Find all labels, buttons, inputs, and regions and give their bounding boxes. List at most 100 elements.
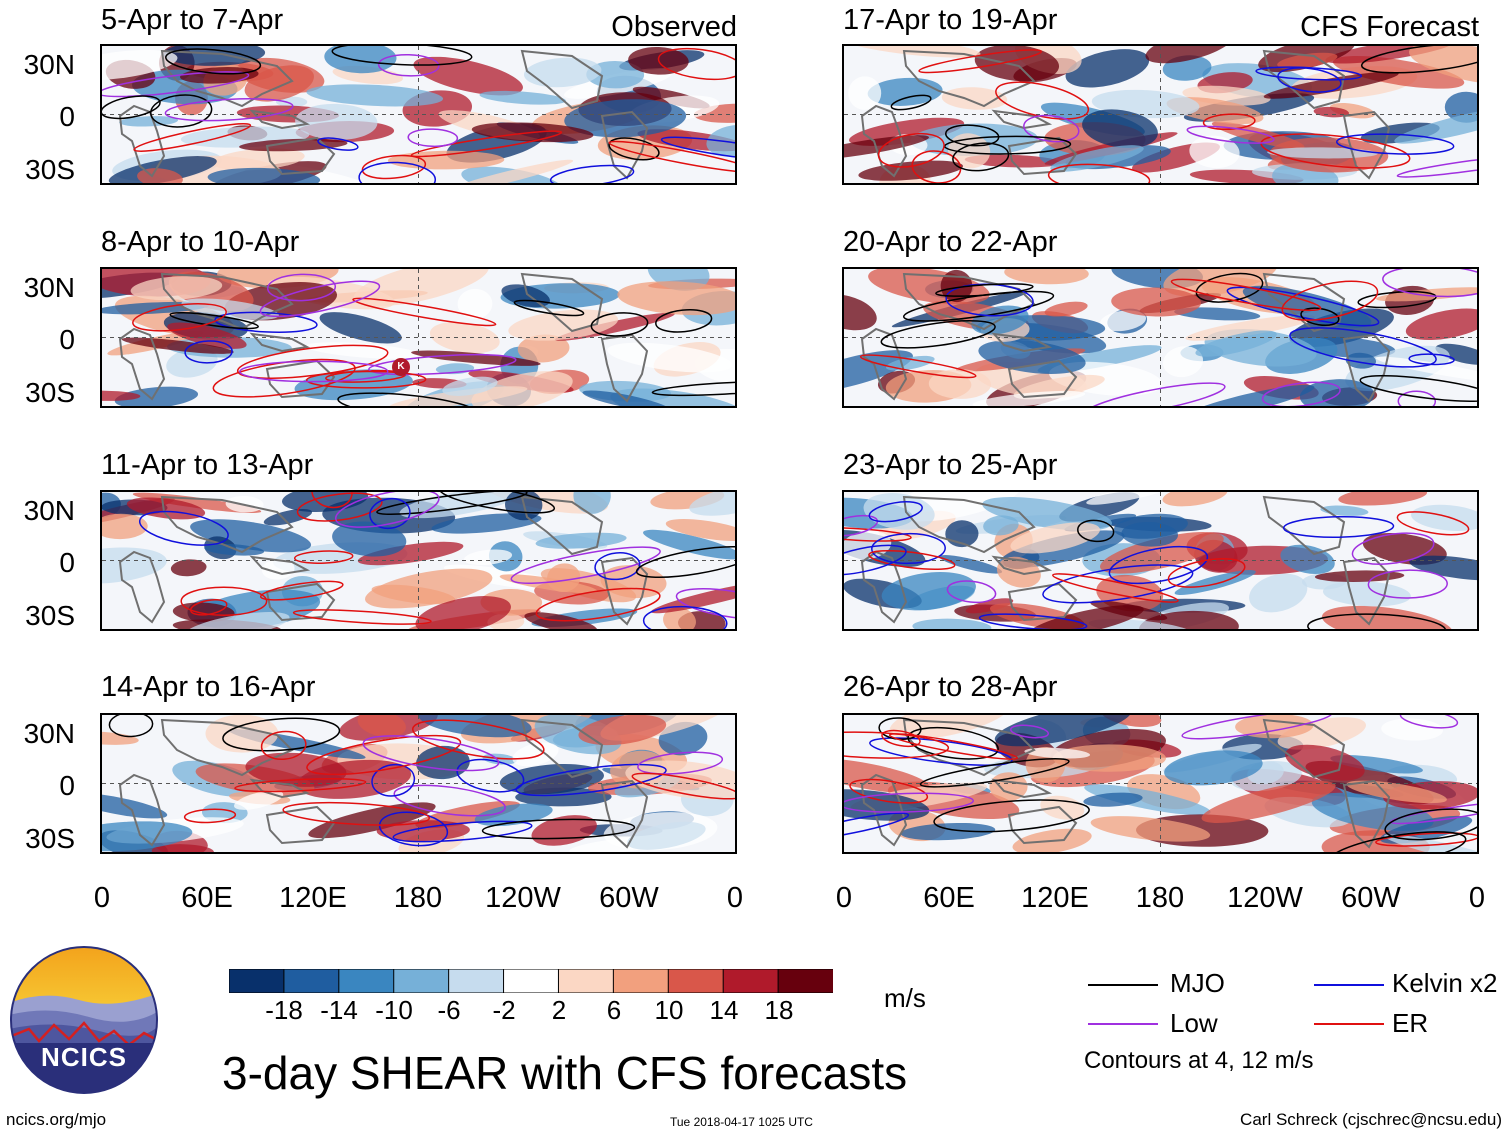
shear-anomaly-shading (1065, 49, 1150, 88)
shear-anomaly-shading (114, 386, 199, 406)
shear-anomaly-shading (102, 547, 167, 584)
lon-label: 180 (393, 882, 443, 914)
kelvin-contour (868, 501, 923, 523)
shear-anomaly-shading (399, 492, 521, 519)
lon-label: 0 (835, 882, 853, 914)
kelvin-contour (1108, 545, 1209, 585)
colorbar-swatch (777, 969, 833, 993)
er-contour (1396, 511, 1470, 536)
er-contour (410, 130, 563, 158)
coastline (249, 555, 311, 576)
shear-anomaly-shading (457, 288, 493, 319)
panel-title-8: 26-Apr to 28-Apr (843, 671, 1058, 703)
footer-url[interactable]: ncics.org/mjo (6, 1110, 107, 1129)
shear-anomaly-shading (130, 276, 223, 301)
shear-anomaly-shading (603, 812, 718, 851)
shear-map-5 (102, 492, 735, 629)
kelvin-contour (184, 340, 233, 364)
shear-anomaly-shading (479, 90, 566, 105)
low-contour (259, 280, 381, 318)
coastline (902, 49, 1036, 108)
er-contour (881, 729, 921, 748)
colorbar-swatch (338, 969, 395, 993)
coastline (1342, 556, 1391, 626)
mjo-contour (102, 95, 161, 120)
low-contour (1396, 153, 1477, 178)
colorbar-swatch (667, 969, 725, 993)
coastline (520, 495, 604, 556)
shear-anomaly-shading (885, 355, 935, 371)
mjo-contour (935, 283, 1034, 297)
low-contour (1009, 724, 1050, 739)
shear-anomaly-shading (1375, 356, 1477, 383)
mjo-contour (1359, 375, 1477, 402)
lat-label: 30S (25, 377, 75, 408)
kelvin-contour (1226, 286, 1380, 327)
mjo-contour (337, 392, 478, 406)
mjo-contour (933, 799, 1090, 833)
kelvin-contour (844, 544, 907, 576)
coastline (249, 109, 311, 130)
coastline (1007, 136, 1078, 176)
lat-label: 30S (25, 154, 75, 185)
shear-anomaly-shading (844, 350, 913, 393)
er-contour (631, 772, 735, 800)
shear-anomaly-shading (848, 76, 882, 110)
shear-anomaly-shading (1162, 346, 1204, 378)
low-contour (407, 128, 459, 148)
shear-anomaly-shading (371, 584, 456, 605)
mjo-contour (635, 545, 735, 579)
panel-title-4: 20-Apr to 22-Apr (843, 226, 1058, 258)
shear-anomaly-shading (994, 715, 1132, 747)
shear-anomaly-shading (102, 792, 168, 819)
shear-anomaly-shading (983, 515, 1019, 536)
colorbar-swatch (612, 969, 670, 993)
mjo-contour (376, 492, 528, 515)
shear-map-1 (102, 46, 735, 183)
mjo-contour (1307, 613, 1447, 629)
main-title: 3-day SHEAR with CFS forecasts (222, 1047, 908, 1099)
shear-anomaly-shading (1083, 792, 1143, 807)
er-contour (1047, 163, 1151, 183)
shear-anomaly-shading (844, 294, 877, 331)
shear-anomaly-shading (357, 715, 406, 738)
shear-anomaly-shading (523, 57, 602, 88)
coastline (265, 805, 336, 845)
coastline (1007, 582, 1078, 622)
low-contour (510, 546, 661, 584)
lon-label: 0 (93, 882, 111, 914)
shear-anomaly-shading (1322, 581, 1411, 607)
panel-title-7: 14-Apr to 16-Apr (101, 671, 316, 703)
mjo-contour (1360, 46, 1477, 74)
colorbar-tick: 14 (709, 995, 739, 1025)
kelvin-contour (549, 164, 635, 183)
kelvin-contour (871, 532, 946, 565)
coastline (118, 550, 166, 624)
legend-er-label: ER (1392, 1008, 1429, 1038)
mjo-contour (513, 299, 585, 317)
shear-anomaly-shading (858, 160, 963, 181)
coastline (160, 495, 294, 554)
shear-anomaly-shading (1321, 605, 1453, 629)
kelvin-contour (392, 820, 533, 843)
shear-anomaly-shading (610, 388, 735, 406)
shear-anomaly-shading (261, 558, 295, 580)
shear-anomaly-shading (1277, 52, 1338, 69)
coastline (160, 718, 294, 777)
er-contour (352, 297, 497, 327)
shear-anomaly-shading (1179, 384, 1315, 406)
low-contour (1085, 382, 1226, 406)
shear-anomaly-shading (413, 56, 523, 96)
mjo-contour (169, 311, 259, 330)
shear-map-6 (844, 492, 1477, 629)
shear-anomaly-shading (461, 166, 564, 183)
coastline (118, 773, 166, 847)
mjo-contour (222, 717, 341, 752)
kelvin-contour (594, 552, 641, 581)
lon-label: 120W (1227, 882, 1303, 914)
lat-label: 30N (23, 49, 75, 80)
shear-anomaly-shading (1174, 307, 1261, 321)
low-contour (164, 98, 294, 122)
lat-label: 30N (23, 718, 75, 749)
colorbar-tick: -2 (492, 995, 516, 1025)
